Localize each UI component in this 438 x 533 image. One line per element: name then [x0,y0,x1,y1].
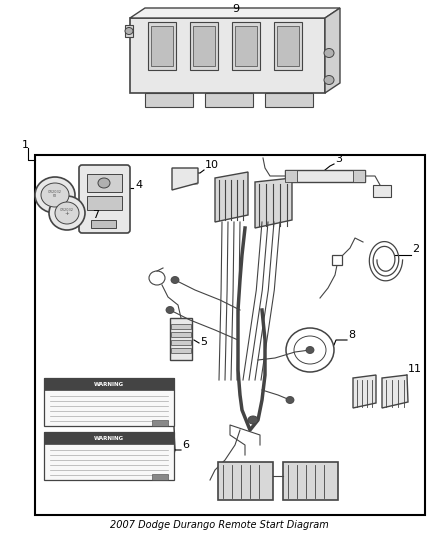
Bar [171,340,191,345]
Text: 9: 9 [232,4,239,14]
Polygon shape [353,375,376,408]
Ellipse shape [98,178,110,188]
Bar [205,93,253,107]
Text: 5: 5 [200,337,207,347]
Text: 1: 1 [22,140,29,150]
Text: 4: 4 [135,180,142,190]
Ellipse shape [166,306,174,313]
Bar [232,22,260,70]
Bar [91,220,116,228]
Text: WARNING: WARNING [94,382,124,387]
Bar [44,378,174,390]
Ellipse shape [41,183,69,207]
Bar [35,155,425,515]
Bar [235,26,257,66]
Bar [44,378,174,426]
Ellipse shape [49,196,85,230]
Bar [353,170,365,182]
Text: 2007 Dodge Durango Remote Start Diagram: 2007 Dodge Durango Remote Start Diagram [110,520,328,530]
Ellipse shape [248,416,258,424]
Text: 2: 2 [412,244,419,254]
Text: 8: 8 [348,330,355,340]
Bar [87,174,122,192]
Ellipse shape [55,202,79,224]
Text: 10: 10 [205,160,219,170]
Bar [170,318,192,360]
Bar [373,185,391,197]
Ellipse shape [306,346,314,353]
Bar [44,432,174,480]
Bar [171,348,191,353]
Bar [125,25,133,37]
Bar [171,332,191,337]
Bar [130,18,325,93]
Text: WARNING: WARNING [94,436,124,441]
Ellipse shape [324,49,334,58]
Ellipse shape [35,177,75,213]
Bar [148,22,176,70]
Bar [277,26,299,66]
Bar [332,255,342,265]
Bar [152,420,168,426]
Polygon shape [215,172,248,222]
Text: CR2032: CR2032 [60,208,74,212]
Bar [283,462,338,500]
Polygon shape [255,178,292,228]
Polygon shape [382,375,408,408]
Polygon shape [325,8,340,93]
Bar [274,22,302,70]
Bar [190,22,218,70]
Text: P2: P2 [53,194,57,198]
Bar [265,93,313,107]
Text: +: + [65,211,69,216]
Text: CR2032: CR2032 [48,190,62,194]
Bar [151,26,173,66]
Text: 11: 11 [408,364,422,374]
Bar [171,324,191,329]
Bar [285,170,365,182]
Ellipse shape [324,76,334,85]
Bar [218,462,273,500]
Bar [87,196,122,210]
Ellipse shape [171,277,179,284]
FancyBboxPatch shape [79,165,130,233]
Bar [193,26,215,66]
Polygon shape [172,168,198,190]
Ellipse shape [286,397,294,403]
Bar [145,93,193,107]
Text: 7: 7 [92,210,99,220]
Ellipse shape [125,28,133,35]
Text: 3: 3 [335,154,342,164]
Polygon shape [130,8,340,18]
Bar [285,170,297,182]
Text: 6: 6 [182,440,189,450]
Bar [44,432,174,444]
Bar [152,474,168,480]
